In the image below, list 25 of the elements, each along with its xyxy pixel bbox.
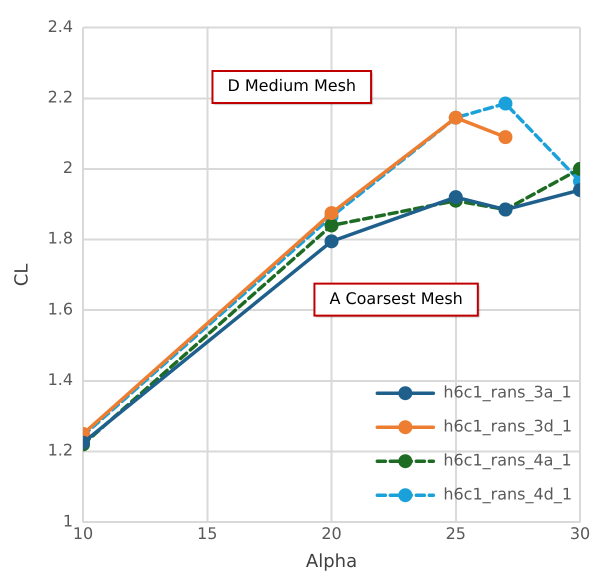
y-tick-label: 2 xyxy=(62,158,74,178)
x-tick-label: 10 xyxy=(72,524,94,543)
point xyxy=(498,130,512,144)
legend-label: h6c1_rans_4a_1 xyxy=(443,450,572,470)
point xyxy=(448,190,463,204)
y-tick-label: 1.4 xyxy=(48,370,74,390)
y-axis-title: CL xyxy=(11,264,32,286)
x-tick-label: 25 xyxy=(446,524,466,543)
x-axis-title: Alpha xyxy=(306,550,358,572)
point xyxy=(324,234,339,248)
annotation: A Coarsest Mesh xyxy=(329,288,463,308)
legend-label: h6c1_rans_3a_1 xyxy=(443,382,572,402)
legend-label: h6c1_rans_4d_1 xyxy=(443,484,572,504)
annotation: D Medium Mesh xyxy=(227,76,356,96)
x-tick-label: 15 xyxy=(197,524,218,543)
y-tick-label: 1.8 xyxy=(48,228,74,248)
x-tick-label: 30 xyxy=(570,524,590,543)
legend-label: h6c1_rans_3d_1 xyxy=(443,416,572,436)
y-tick-label: 1 xyxy=(62,511,74,530)
x-tick-label: 20 xyxy=(321,524,342,543)
point xyxy=(324,206,339,220)
y-tick-label: 1.2 xyxy=(48,440,74,460)
y-tick-label: 1.6 xyxy=(48,299,74,318)
y-tick-label: 2.2 xyxy=(48,87,74,106)
y-tick-label: 2.4 xyxy=(48,16,74,36)
